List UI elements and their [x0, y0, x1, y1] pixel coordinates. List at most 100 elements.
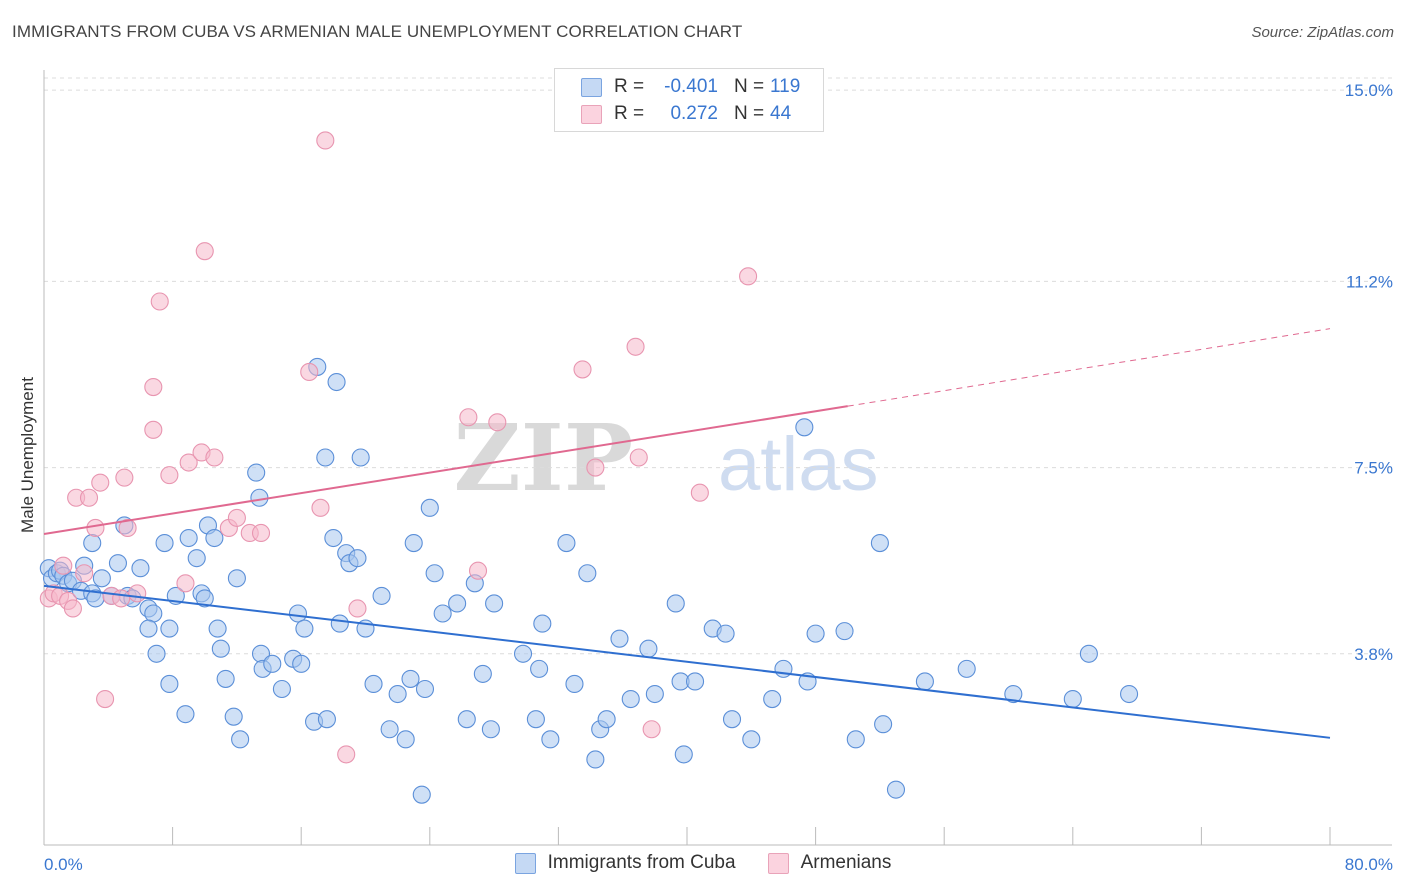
cuba-point [530, 659, 549, 678]
cuba-point [846, 730, 865, 749]
cuba-point [1063, 690, 1082, 709]
armenian-point [144, 377, 163, 397]
cuba-point [1004, 684, 1023, 704]
armenian-point [112, 589, 131, 608]
cuba-point [227, 569, 246, 588]
armenian-point [54, 556, 73, 575]
cuba-point [886, 780, 906, 799]
cuba-point [372, 586, 391, 605]
cuba-point [415, 679, 435, 699]
correlation-legend: R = -0.401 N = 119 R = 0.272 N = 44 [554, 68, 824, 132]
armenian-point [300, 362, 319, 381]
armenian-point [626, 337, 645, 356]
cuba-point [722, 710, 742, 729]
cuba-point [425, 564, 444, 583]
cuba-point [295, 619, 314, 638]
cuba-point [92, 569, 111, 588]
cuba-point [208, 619, 227, 638]
cuba-point [348, 549, 367, 568]
cuba-point [763, 690, 782, 709]
cuba-point [139, 619, 158, 638]
armenian-point [311, 498, 330, 517]
cuba-point [205, 528, 224, 548]
cuba-point [396, 730, 415, 749]
armenian-point [75, 564, 94, 583]
watermark-atlas: atlas [718, 422, 879, 507]
y-tick-label: 7.5% [1354, 459, 1393, 478]
cuba-point [915, 672, 934, 691]
armenian-point [195, 242, 214, 261]
cuba-point [160, 674, 179, 694]
cuba-point [316, 448, 335, 467]
cuba-point [176, 705, 195, 724]
legend-swatch-cuba [581, 77, 602, 97]
cuba-point [957, 659, 976, 678]
legend-item-armenians[interactable]: Armenians [767, 852, 892, 874]
armenian-point [251, 523, 271, 543]
cuba-point [473, 664, 492, 683]
armenian-point [63, 599, 82, 618]
armenian-point [115, 468, 134, 487]
cuba-point [250, 488, 269, 507]
armenian-point [86, 518, 105, 538]
cuba-point [685, 672, 705, 691]
cuba-point [795, 418, 814, 437]
armenian-point [79, 488, 99, 507]
chart-title: IMMIGRANTS FROM CUBA VS ARMENIAN MALE UN… [12, 22, 743, 41]
armenian-point [629, 448, 648, 467]
cuba-point [292, 654, 311, 673]
armenian-point [739, 267, 758, 286]
cuba-point [108, 554, 127, 573]
cuba-point [231, 730, 250, 749]
cuba-point [448, 594, 467, 613]
x-tick-label-min: 0.0% [44, 855, 83, 874]
cuba-point [179, 528, 198, 548]
cuba-point [263, 654, 282, 673]
cuba-point [412, 785, 431, 804]
armenian-point [459, 408, 478, 427]
y-tick-label: 11.2% [1346, 272, 1393, 291]
cuba-point [330, 614, 349, 633]
legend-n-label: N = [734, 103, 765, 124]
cuba-point [457, 710, 476, 729]
cuba-point [317, 710, 336, 729]
legend-swatch-cuba [514, 852, 536, 874]
cuba-point [1079, 644, 1098, 663]
legend-item-cuba[interactable]: Immigrants from Cuba [514, 852, 736, 874]
legend-n-value: 119 [770, 76, 801, 97]
armenian-point [337, 745, 356, 764]
cuba-point [401, 669, 420, 688]
cuba-point [147, 644, 166, 663]
armenian-point [488, 413, 507, 432]
cuba-point [272, 679, 291, 699]
watermark-zip: ZIP [454, 404, 633, 512]
cuba-point [557, 534, 576, 553]
x-tick-label-max: 80.0% [1345, 855, 1393, 874]
cuba-point [621, 690, 640, 709]
cuba-point [131, 559, 150, 578]
armenian-point [128, 584, 147, 603]
legend-swatch-armenians [581, 104, 602, 124]
armenian-trend-extension [847, 328, 1331, 407]
armenian-point [179, 453, 198, 472]
cuba-point [388, 684, 407, 704]
cuba-point [674, 745, 693, 764]
cuba-point [541, 730, 560, 749]
armenian-point [144, 420, 163, 439]
cuba-point [742, 730, 761, 749]
series-legend: Immigrants from Cuba Armenians [0, 852, 1406, 874]
cuba-point [610, 629, 629, 648]
armenian-point [642, 720, 661, 739]
legend-row-armenians: R = 0.272 N = 44 [581, 102, 791, 126]
legend-n-label: N = [734, 76, 765, 97]
legend-row-cuba: R = -0.401 N = 119 [581, 75, 800, 99]
cuba-point [481, 720, 500, 739]
cuba-point [404, 534, 423, 553]
cuba-point [195, 589, 214, 608]
cuba-point [247, 463, 266, 482]
cuba-point [83, 534, 102, 553]
legend-label-armenians: Armenians [800, 852, 892, 873]
cuba-point [160, 619, 179, 638]
armenian-point [96, 690, 115, 709]
